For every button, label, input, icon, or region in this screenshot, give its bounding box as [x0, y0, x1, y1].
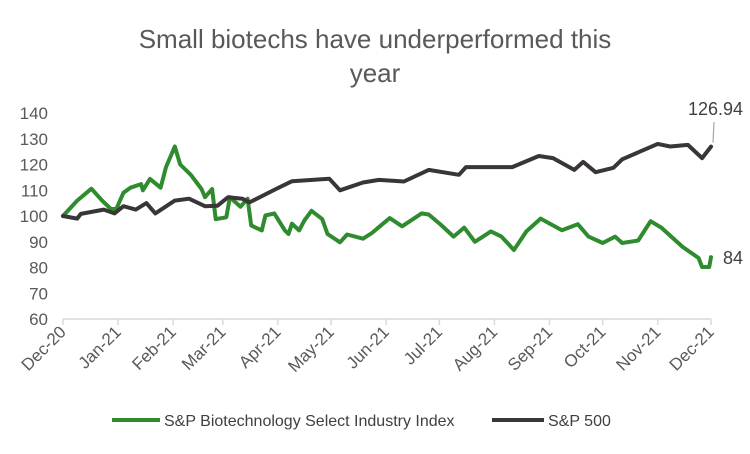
y-tick-label: 110 [21, 181, 48, 200]
biotech-end-label: 84 [723, 248, 743, 268]
legend-biotech-label: S&P Biotechnology Select Industry Index [164, 413, 455, 430]
x-tick-label: Jul-21 [400, 322, 446, 368]
x-tick-label: Apr-21 [235, 322, 285, 372]
y-tick-label: 130 [20, 130, 48, 149]
x-tick-label: May-21 [284, 322, 338, 376]
chart-title-line-1: Small biotechs have underperformed this [139, 24, 612, 54]
sp500-end-label: 126.94 [688, 99, 743, 119]
legend-sp500-label: S&P 500 [548, 413, 611, 430]
chart-title-line-2: year [350, 58, 401, 88]
legend: S&P Biotechnology Select Industry Index S… [112, 413, 611, 430]
y-tick-label: 70 [29, 284, 48, 303]
y-tick-label: 140 [20, 104, 48, 123]
sp500-line [61, 141, 713, 221]
y-tick-label: 80 [29, 259, 48, 278]
x-tick-label: Jun-21 [343, 322, 393, 372]
y-tick-label: 90 [29, 233, 48, 252]
x-tick-label: Jan-21 [75, 322, 125, 372]
x-tick-label: Aug-21 [449, 322, 501, 374]
x-tick-label: Mar-21 [178, 322, 230, 374]
y-axis: 60 70 80 90 100 110 120 130 140 [20, 104, 48, 329]
y-tick-label: 120 [20, 156, 48, 175]
biotech-index-line [61, 144, 713, 269]
x-tick-label: Dec-21 [666, 322, 718, 374]
x-tick-label: Oct-21 [560, 322, 610, 372]
y-tick-label: 60 [29, 310, 48, 329]
series-lines [61, 141, 713, 269]
x-tick-label: Sep-21 [504, 322, 556, 374]
x-tick-label: Dec-20 [18, 322, 70, 374]
y-tick-label: 100 [20, 207, 48, 226]
x-tick-label: Feb-21 [128, 322, 180, 374]
sp500-label-leader [712, 121, 715, 143]
x-tick-label: Nov-21 [612, 322, 664, 374]
end-annotations: 84 126.94 [688, 99, 743, 268]
